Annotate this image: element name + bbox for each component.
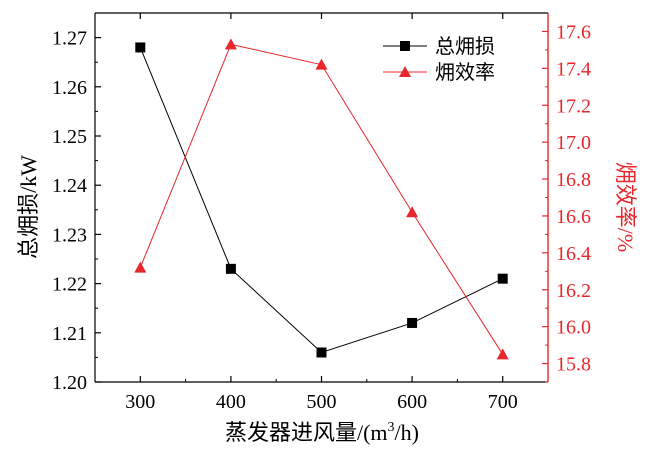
x-tick-label: 300 — [125, 391, 155, 413]
data-point-square — [407, 317, 418, 328]
y-axis-label-right: 㶲效率/% — [613, 162, 638, 252]
y-left-tick-label: 1.22 — [52, 274, 87, 296]
data-point-square — [135, 42, 146, 53]
y-left-tick-label: 1.21 — [52, 323, 87, 345]
legend-label: 总㶲损 — [435, 35, 495, 58]
x-axis-label-superscript: 3 — [388, 420, 395, 435]
legend-entry: 总㶲损 — [383, 35, 495, 58]
y-right-tick-label: 16.6 — [556, 206, 591, 228]
y-right-tick-label: 16.8 — [556, 169, 591, 191]
y-right-tick-label: 16.2 — [556, 280, 591, 302]
legend-marker — [400, 41, 410, 51]
data-point-triangle — [224, 38, 237, 50]
data-point-square — [225, 263, 236, 274]
x-axis-label: 蒸发器进风量/(m3/h) — [225, 420, 419, 445]
y-left-tick-label: 1.23 — [52, 224, 87, 246]
legend-marker — [399, 66, 411, 77]
y-left-tick-label: 1.25 — [52, 126, 87, 148]
legend-entry: 㶲效率 — [383, 61, 495, 84]
x-tick-label: 700 — [488, 391, 518, 413]
data-point-square — [497, 273, 508, 284]
x-tick-label: 600 — [397, 391, 427, 413]
series-line — [139, 43, 504, 355]
y-right-tick-label: 16.4 — [556, 243, 591, 265]
data-point-triangle — [134, 261, 147, 273]
data-point-triangle — [496, 348, 509, 360]
y-right-tick-label: 16.0 — [556, 317, 591, 339]
x-axis-label-main: 蒸发器进风量/(m — [225, 420, 388, 445]
data-point-triangle — [315, 58, 328, 70]
data-point-triangle — [406, 206, 419, 218]
y-axis-label-left: 总㶲损/kW — [16, 155, 41, 259]
y-right-tick-label: 17.2 — [556, 95, 591, 117]
series-layer — [134, 38, 509, 360]
y-left-tick-label: 1.20 — [52, 372, 87, 394]
y-right-tick-label: 17.0 — [556, 132, 591, 154]
series-2 — [134, 38, 509, 360]
x-axis-label-tail: /h) — [395, 420, 419, 445]
y-left-tick-label: 1.27 — [52, 28, 87, 50]
x-tick-label: 500 — [307, 391, 337, 413]
y-right-tick-label: 17.6 — [556, 21, 591, 43]
series-line — [139, 47, 503, 354]
data-point-square — [316, 347, 327, 358]
y-left-tick-label: 1.24 — [52, 175, 87, 197]
x-tick-label: 400 — [216, 391, 246, 413]
y-right-tick-label: 17.4 — [556, 58, 591, 80]
y-right-tick-label: 15.8 — [556, 354, 591, 376]
axes: 300 400 500 600 700 1.20 1.21 1.22 1.23 1.24 1.25 1… — [52, 12, 591, 413]
series-1 — [135, 42, 508, 358]
y-left-tick-label: 1.26 — [52, 77, 87, 99]
legend-label: 㶲效率 — [435, 61, 495, 84]
